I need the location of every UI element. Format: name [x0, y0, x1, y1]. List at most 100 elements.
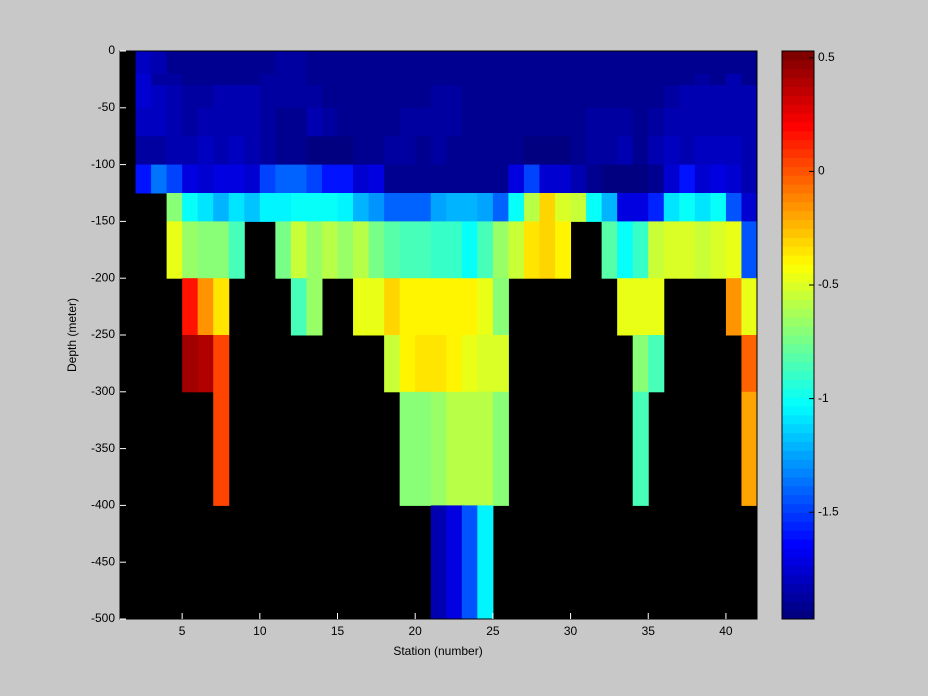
heat-cell: [430, 107, 447, 137]
heat-cell: [555, 221, 572, 279]
heat-cell: [368, 221, 385, 279]
heat-cell: [710, 51, 727, 75]
heat-cell: [477, 505, 494, 620]
heat-cell: [290, 164, 307, 194]
x-axis-label: Station (number): [393, 644, 482, 658]
heat-cell: [632, 51, 649, 75]
heat-cell: [539, 73, 556, 86]
y-tick-label: -150: [91, 214, 115, 228]
colorbar-swatch: [782, 512, 814, 522]
colorbar-swatch: [782, 370, 814, 380]
heat-cell: [306, 85, 323, 109]
colorbar-swatch: [782, 503, 814, 513]
colorbar-swatch: [782, 610, 814, 620]
heat-cell: [601, 107, 618, 137]
colorbar-swatch: [782, 308, 814, 318]
heat-cell: [384, 335, 401, 393]
heat-cell: [617, 278, 634, 336]
heat-cell: [508, 73, 525, 86]
heat-cell: [135, 107, 152, 137]
heat-cell: [710, 221, 727, 279]
heat-cell: [710, 107, 727, 137]
heat-cell: [415, 51, 432, 75]
colorbar-swatch: [782, 219, 814, 229]
y-tick-label: -350: [91, 441, 115, 455]
heat-cell: [694, 136, 711, 166]
heat-cell: [353, 193, 370, 222]
heat-cell: [321, 107, 339, 137]
heat-cell: [368, 85, 385, 109]
heat-cell: [259, 164, 276, 194]
heat-cell: [182, 164, 199, 194]
x-tick-label: 35: [642, 624, 656, 638]
heat-cell: [461, 51, 478, 75]
heat-cell: [399, 193, 416, 222]
colorbar-swatch: [782, 166, 814, 176]
colorbar-swatch: [782, 68, 814, 79]
heat-cell: [182, 136, 199, 166]
heat-cell: [446, 193, 463, 222]
heat-cell: [384, 51, 401, 75]
heat-cell: [259, 107, 276, 137]
heat-cell: [617, 164, 634, 194]
heat-cell: [213, 107, 230, 137]
heat-cell: [679, 164, 696, 194]
heat-cell: [353, 136, 370, 166]
heat-cell: [446, 73, 463, 86]
heat-cell: [244, 136, 261, 166]
heat-cell: [648, 107, 665, 137]
colorbar-swatch: [782, 583, 814, 593]
heat-cell: [508, 51, 525, 75]
heat-cell: [430, 73, 447, 86]
heat-cell: [213, 391, 230, 506]
heat-cell: [586, 193, 603, 222]
heat-cell: [694, 221, 711, 279]
heat-cell: [290, 193, 307, 222]
colorbar-swatch: [782, 139, 814, 150]
heat-cell: [508, 193, 525, 222]
heat-cell: [337, 164, 354, 194]
heat-cell: [741, 221, 758, 279]
heat-cell: [228, 107, 245, 137]
colorbar-swatch: [782, 485, 814, 496]
heat-cell: [415, 73, 432, 86]
heat-cell: [275, 164, 292, 194]
heat-cell: [384, 278, 401, 336]
heat-cell: [446, 278, 463, 336]
heat-cell: [555, 107, 572, 137]
colorbar-swatch: [782, 352, 814, 363]
heat-cell: [725, 221, 742, 279]
y-tick-label: -200: [91, 270, 115, 284]
colorbar-swatch: [782, 361, 814, 371]
heat-cell: [617, 51, 634, 75]
heat-cell: [446, 335, 463, 393]
heat-cell: [368, 73, 385, 86]
heat-cell: [166, 221, 183, 279]
heat-cell: [244, 85, 261, 109]
colorbar-swatch: [782, 406, 814, 416]
colorbar-swatch: [782, 228, 814, 238]
heat-cell: [182, 51, 199, 75]
heat-cell: [617, 73, 634, 86]
heat-cell: [306, 278, 323, 336]
heat-cell: [508, 221, 525, 279]
heat-cell: [492, 193, 509, 222]
x-tick-label: 15: [331, 624, 345, 638]
heat-cell: [399, 278, 416, 336]
heat-cell: [648, 136, 665, 166]
heat-cell: [275, 136, 292, 166]
heat-cell: [601, 221, 618, 279]
colorbar-swatch: [782, 246, 814, 256]
heat-cell: [477, 164, 494, 194]
heat-cell: [492, 73, 509, 86]
heat-cell: [384, 136, 401, 166]
heat-cell: [337, 51, 354, 75]
heat-cell: [461, 164, 478, 194]
heat-cell: [508, 107, 525, 137]
heat-cell: [492, 164, 509, 194]
heat-cell: [182, 335, 199, 393]
heat-cell: [337, 73, 354, 86]
heat-cell: [446, 136, 463, 166]
heat-cell: [430, 505, 447, 620]
heat-cell: [601, 193, 618, 222]
